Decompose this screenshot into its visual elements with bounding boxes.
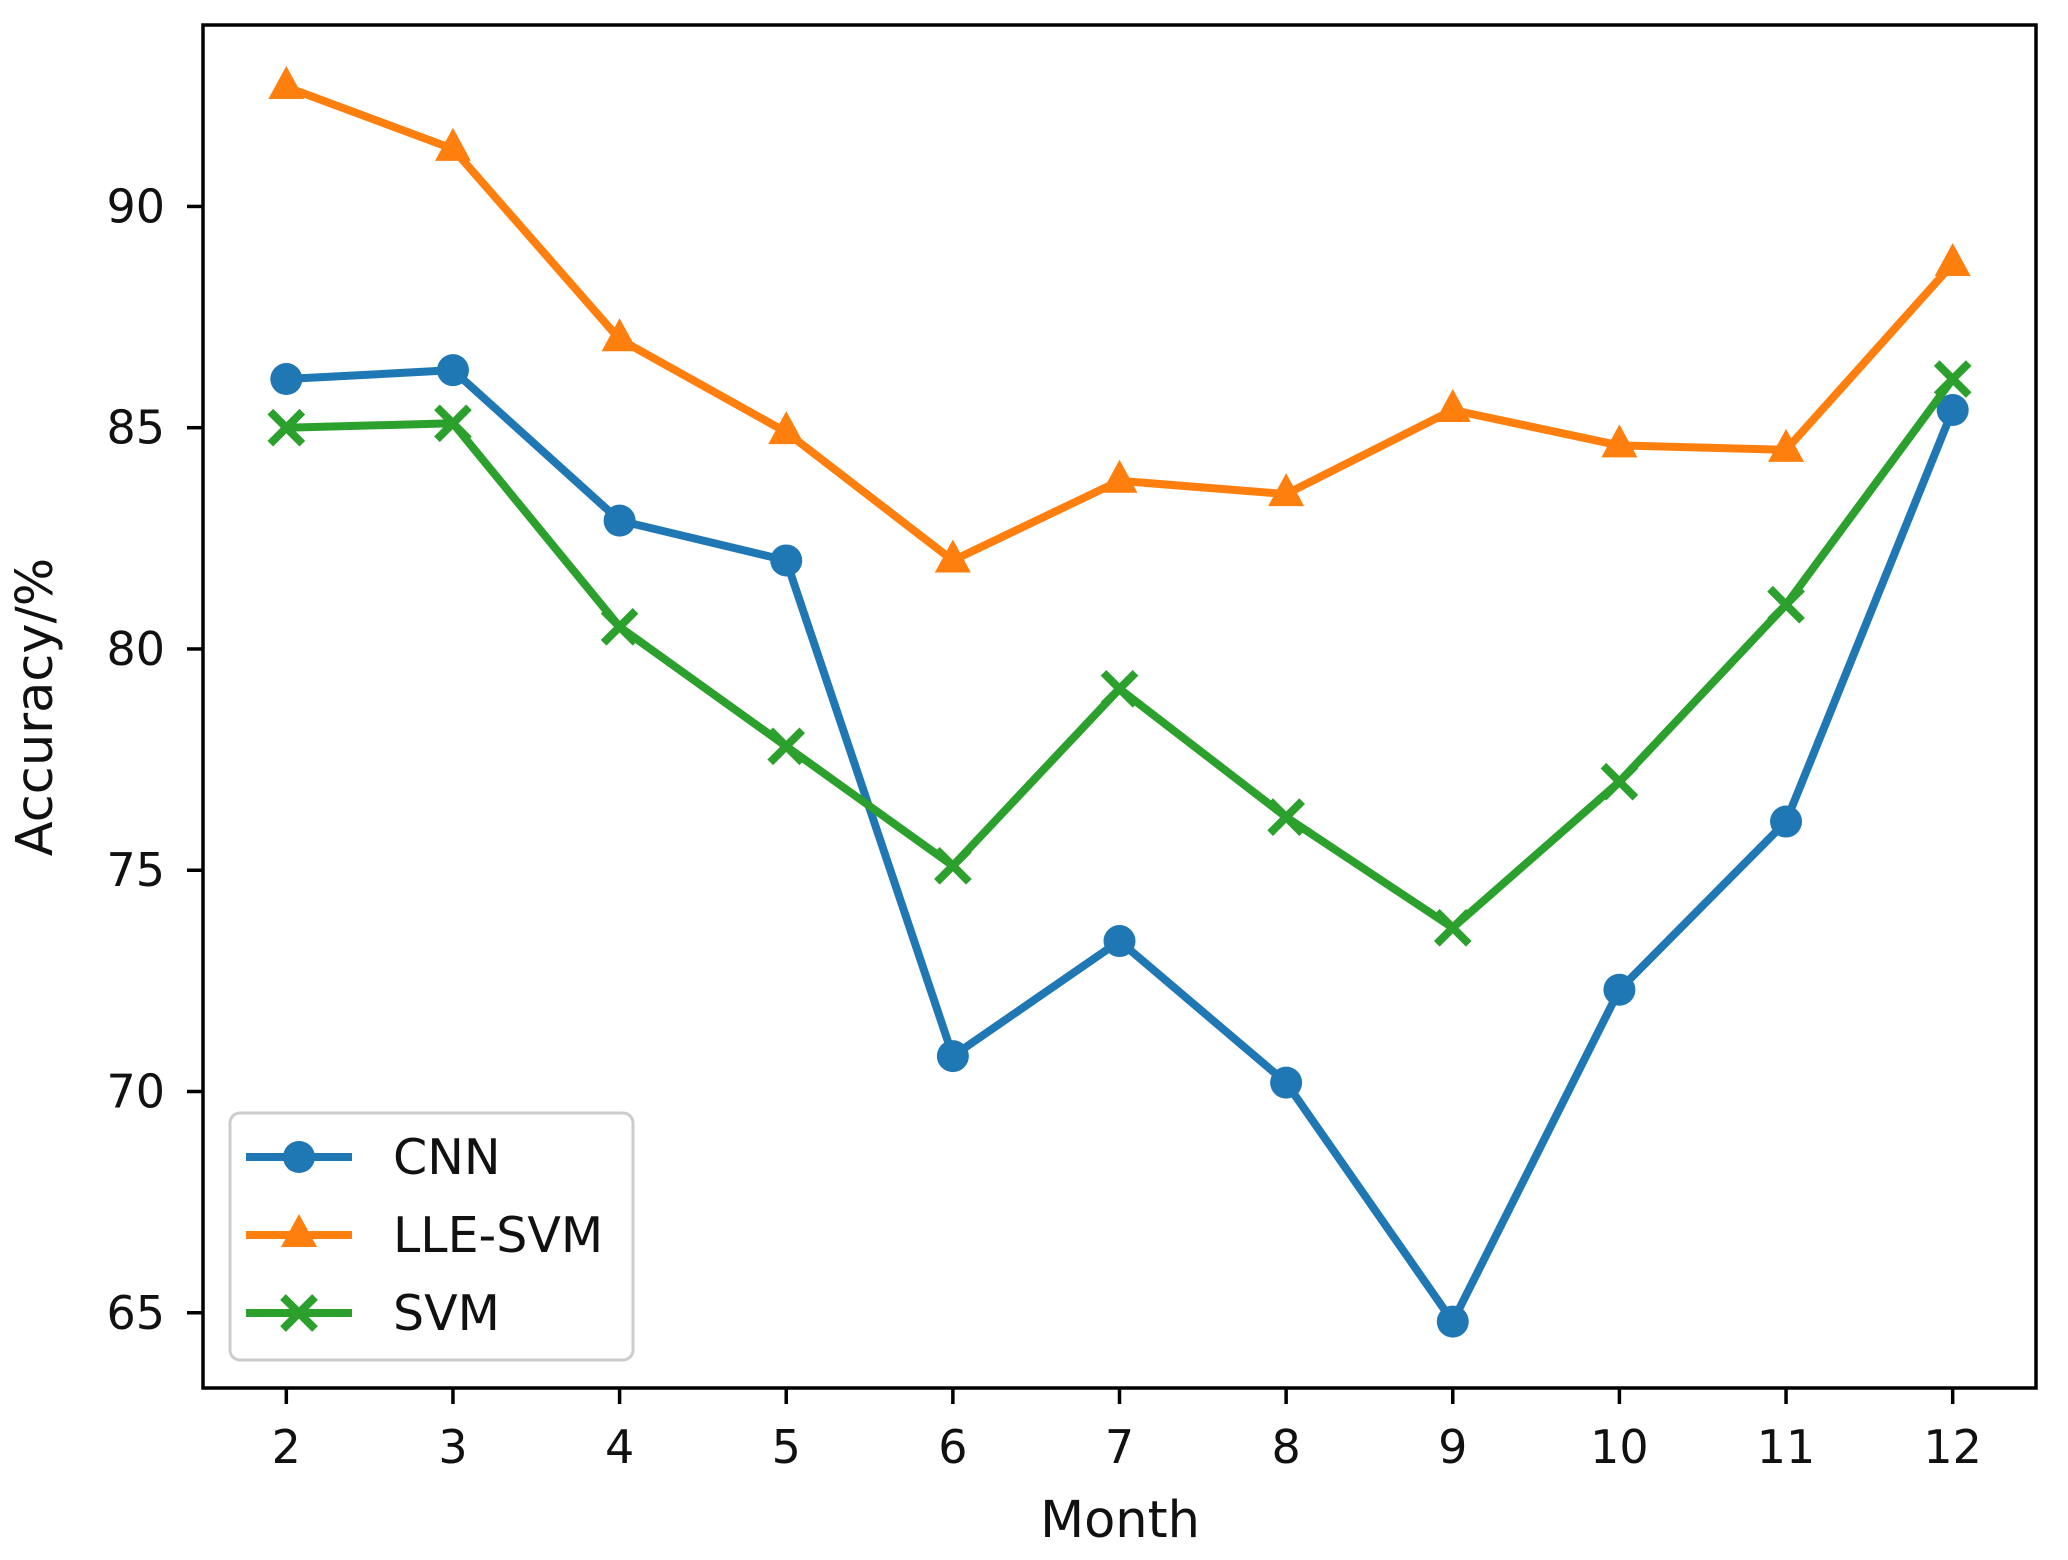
x-tick-label: 9 [1438, 1420, 1467, 1474]
data-point-cnn [1270, 1066, 1303, 1099]
data-point-cnn [603, 504, 636, 537]
data-point-cnn [1603, 973, 1636, 1006]
data-point-svm [934, 846, 972, 885]
axes-layer: 2 3 4 5 6 7 8 9 10 11 12 65 70 75 80 85 90 [106, 23, 2038, 1474]
data-point-lle-svm [1601, 424, 1638, 458]
data-point-lle-svm [1934, 242, 1971, 276]
x-tick-label: 6 [938, 1420, 967, 1474]
legend-label: LLE-SVM [393, 1207, 603, 1264]
data-point-svm [1600, 762, 1639, 801]
series-layer [267, 65, 1972, 1338]
x-tick-label: 10 [1590, 1420, 1649, 1474]
legend-circle-icon [283, 1141, 315, 1173]
data-point-svm [1767, 585, 1805, 624]
data-point-svm [1100, 669, 1139, 708]
y-tick-label: 65 [106, 1286, 165, 1340]
x-tick-label: 2 [272, 1420, 301, 1474]
plot-frame [201, 23, 2038, 1390]
data-point-svm [267, 408, 306, 447]
legend-item-cnn: CNN [246, 1129, 501, 1186]
data-point-lle-svm [1768, 428, 1805, 462]
x-tick-label: 11 [1757, 1420, 1816, 1474]
y-axis-label: Accuracy/% [6, 558, 65, 856]
legend-item-lle-svm: LLE-SVM [246, 1207, 603, 1264]
data-point-cnn [1936, 394, 1969, 427]
x-tick-label: 7 [1105, 1420, 1134, 1474]
y-tick-label: 90 [106, 179, 165, 233]
data-point-cnn [1103, 925, 1136, 958]
data-point-cnn [1436, 1305, 1469, 1338]
series-lle-svm [268, 65, 1971, 573]
x-tick-label: 5 [772, 1420, 801, 1474]
data-point-lle-svm [1268, 473, 1305, 507]
y-tick-label: 75 [106, 843, 165, 897]
legend-triangle-up-icon [281, 1214, 317, 1247]
legend: CNN LLE-SVM SVM [228, 1111, 635, 1362]
data-point-cnn [770, 544, 803, 577]
data-point-svm [1267, 798, 1305, 836]
data-point-lle-svm [768, 411, 805, 445]
data-point-cnn [1770, 805, 1803, 838]
y-tick-label: 85 [106, 401, 165, 455]
x-tick-label: 3 [438, 1420, 467, 1474]
data-point-lle-svm [1101, 459, 1138, 493]
data-point-svm [1433, 908, 1472, 947]
legend-x-icon [280, 1294, 318, 1332]
legend-box [228, 1111, 635, 1362]
legend-item-svm: SVM [246, 1285, 500, 1342]
data-point-lle-svm [934, 539, 971, 573]
x-axis-label: Month [1040, 1491, 1200, 1550]
x-tick-label: 8 [1271, 1420, 1300, 1474]
data-point-cnn [436, 354, 469, 387]
data-point-lle-svm [1434, 389, 1471, 423]
data-point-lle-svm [434, 127, 471, 161]
data-point-cnn [270, 363, 303, 396]
x-tick-label: 12 [1923, 1420, 1982, 1474]
data-point-svm [1933, 360, 1972, 398]
y-tick-label: 70 [106, 1065, 165, 1119]
data-point-svm [434, 404, 472, 443]
data-point-svm [767, 727, 806, 766]
y-tick-label: 80 [106, 622, 165, 676]
series-svm [267, 360, 1972, 947]
series-cnn [270, 354, 1969, 1338]
data-point-svm [600, 608, 639, 646]
data-point-lle-svm [601, 318, 638, 352]
legend-label: SVM [393, 1285, 500, 1342]
x-tick-label: 4 [605, 1420, 634, 1474]
data-point-cnn [936, 1040, 969, 1073]
data-point-lle-svm [268, 65, 305, 99]
legend-label: CNN [393, 1129, 501, 1186]
